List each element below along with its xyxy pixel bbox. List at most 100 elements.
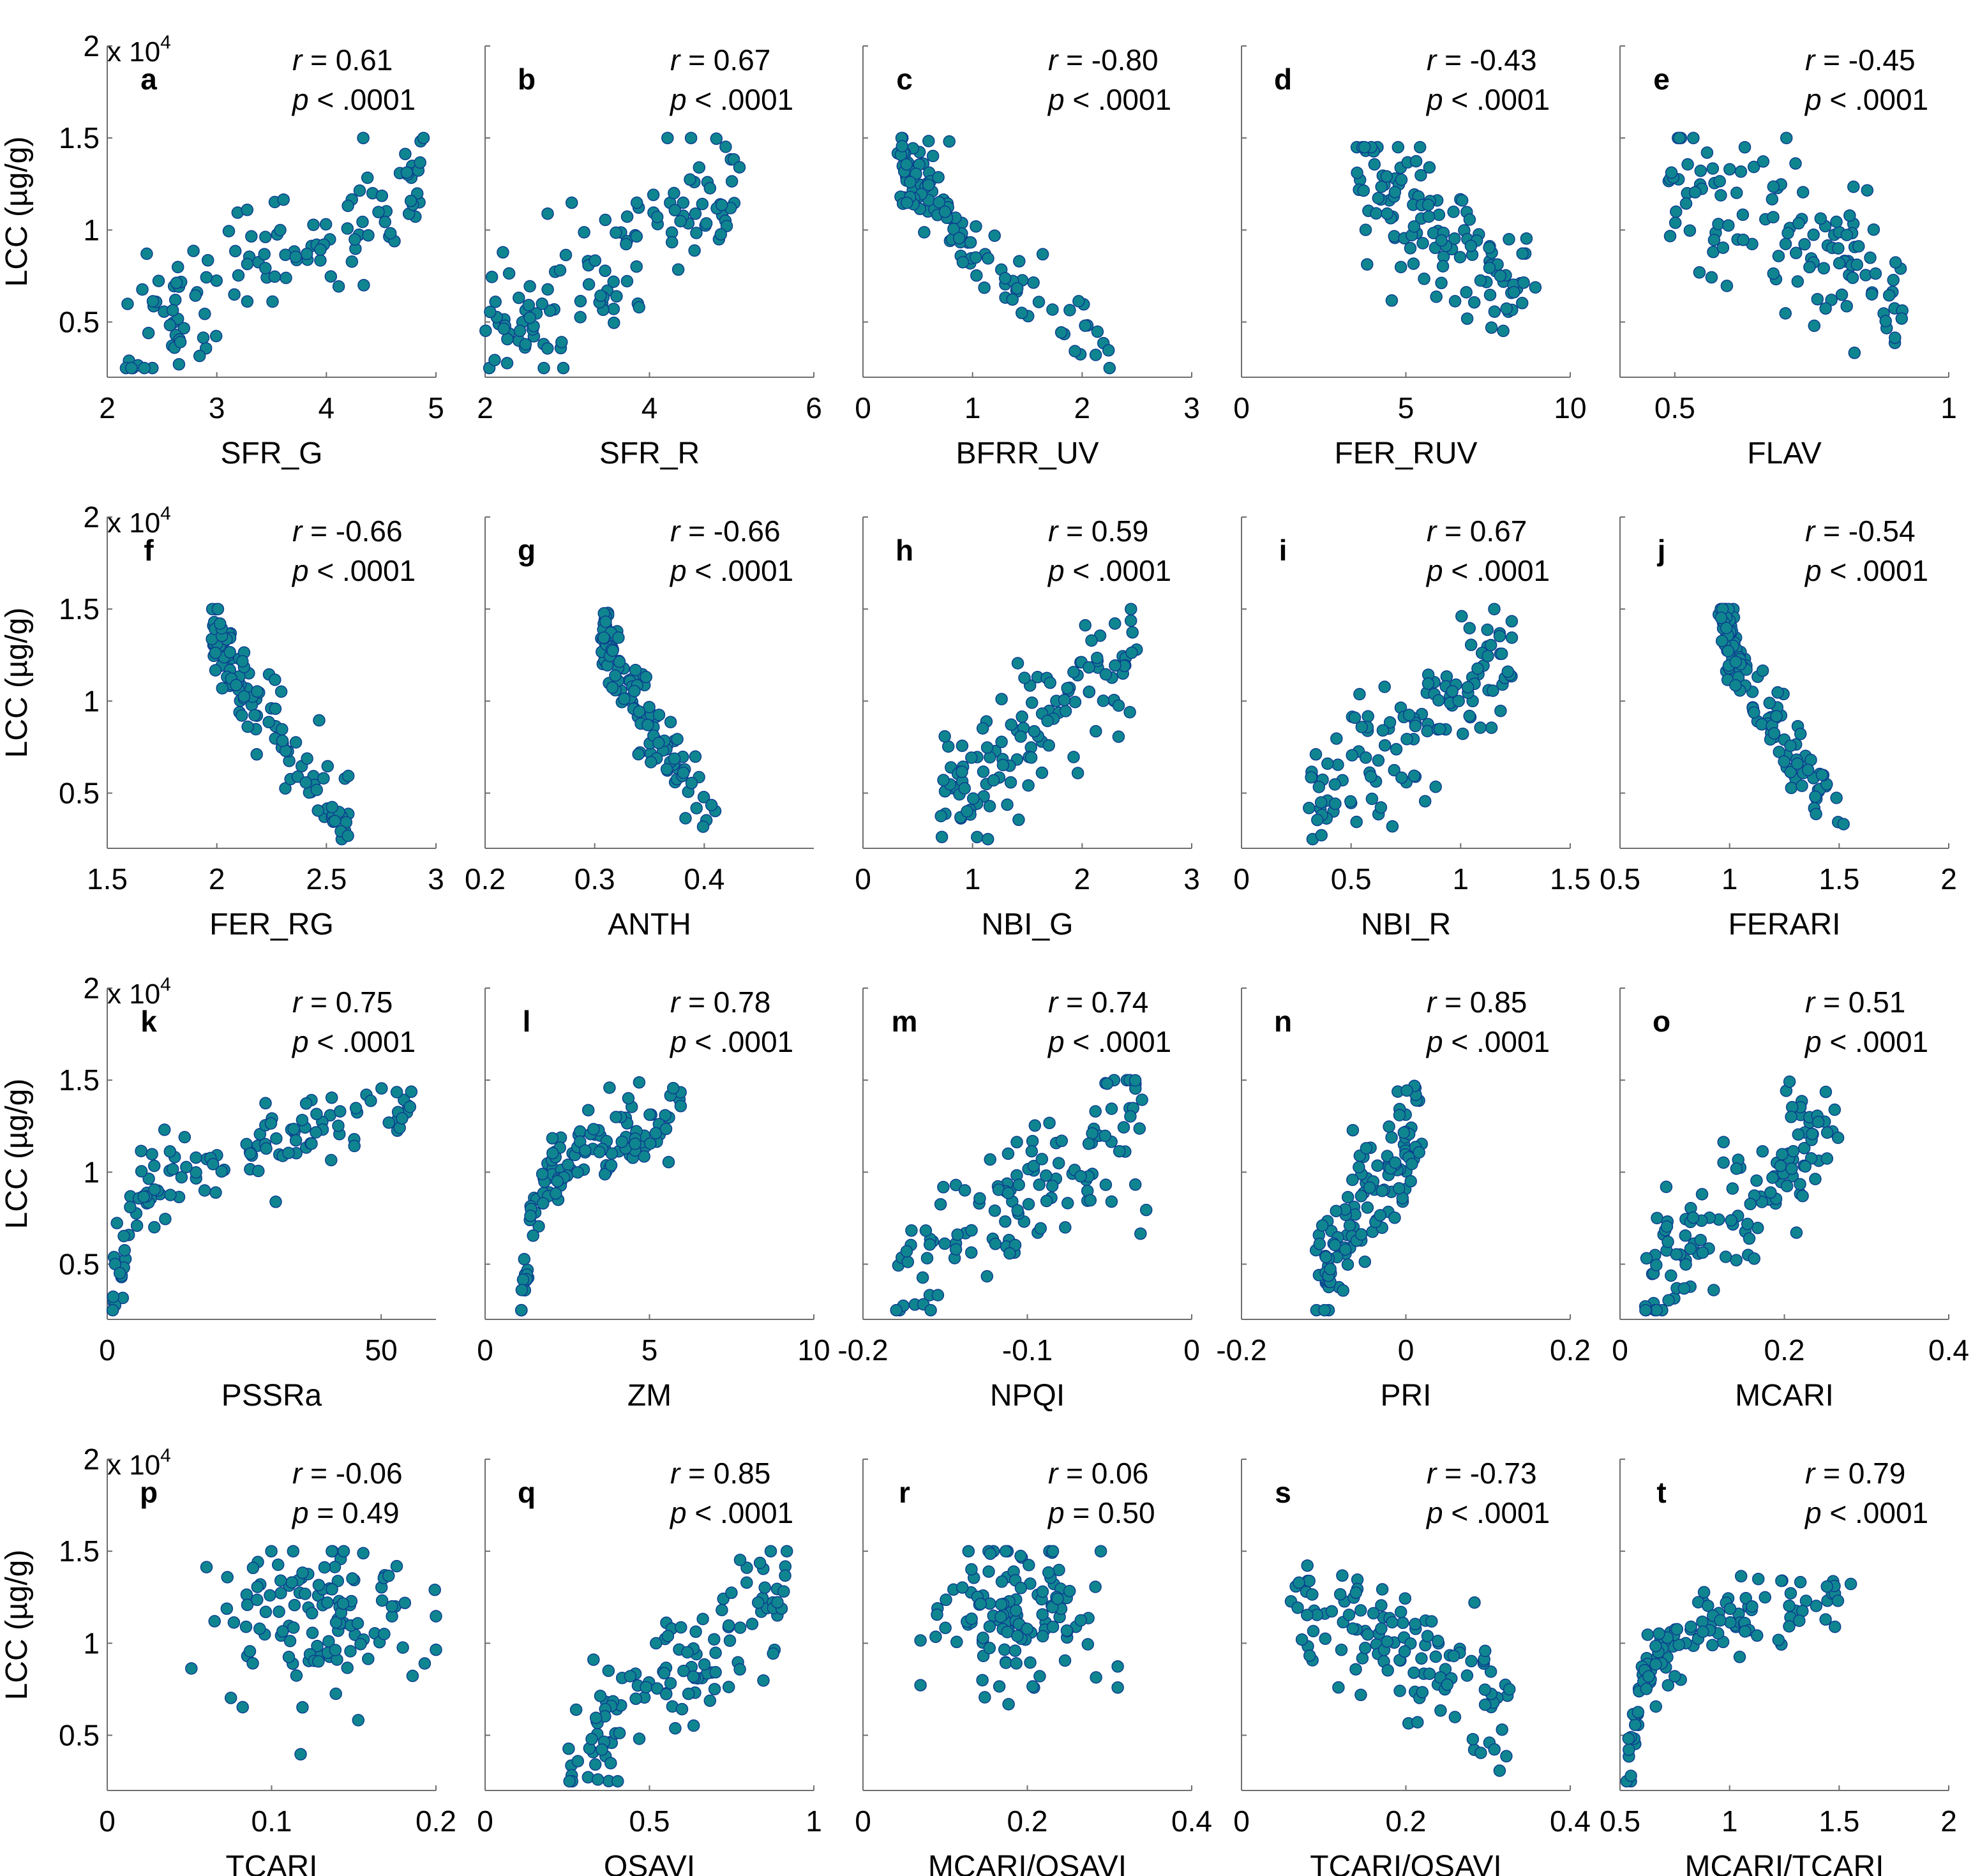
scatter-point xyxy=(1483,261,1496,274)
scatter-point xyxy=(934,1197,947,1211)
scatter-point xyxy=(1783,1599,1796,1612)
scatter-point xyxy=(209,664,222,677)
scatter-point xyxy=(341,222,354,235)
scatter-point xyxy=(1097,694,1110,707)
scatter-point xyxy=(1663,230,1677,243)
scatter-point xyxy=(241,257,254,271)
scatter-point xyxy=(594,289,607,303)
y-axis-label: LCC (µg/g) xyxy=(0,608,34,758)
scatter-point xyxy=(1357,184,1370,197)
scatter-point xyxy=(324,270,338,283)
scatter-point xyxy=(1011,1630,1024,1642)
scatter-point xyxy=(1776,1148,1789,1160)
scatter-point xyxy=(276,1625,289,1638)
scatter-point xyxy=(589,1711,603,1724)
scatter-point xyxy=(710,132,723,146)
scatter-point xyxy=(1010,1136,1023,1149)
scatter-point xyxy=(1303,802,1316,814)
scatter-point xyxy=(1794,728,1807,740)
scatter-point xyxy=(610,1111,622,1123)
r-value: = 0.85 xyxy=(680,1457,770,1490)
scatter-points xyxy=(1309,1079,1429,1317)
scatter-point xyxy=(1355,721,1369,733)
scatter-point xyxy=(259,1605,273,1619)
scatter-point xyxy=(382,1569,395,1582)
scatter-point xyxy=(1670,1248,1683,1261)
scatter-point xyxy=(207,1157,220,1171)
scatter-point xyxy=(1000,1656,1012,1669)
y-axis-label: LCC (µg/g) xyxy=(0,1079,34,1229)
panel-letter: h xyxy=(896,534,913,567)
r-statistic: r = 0.74 xyxy=(1048,986,1148,1019)
scatter-point xyxy=(1455,194,1469,207)
scatter-points xyxy=(1712,603,1850,830)
scatter-point xyxy=(1042,1566,1055,1579)
scatter-point xyxy=(1722,219,1735,232)
scatter-point xyxy=(1455,610,1468,623)
scatter-point xyxy=(1005,718,1017,732)
x-axis-label: NBI_G xyxy=(981,908,1073,942)
scatter-point xyxy=(1103,361,1116,375)
scatter-point xyxy=(270,1132,283,1145)
scatter-point xyxy=(940,1593,952,1607)
scatter-point xyxy=(1720,622,1733,634)
scatter-point xyxy=(1435,234,1448,247)
scatter-point xyxy=(200,271,213,284)
scatter-point xyxy=(1010,1657,1023,1670)
scatter-point xyxy=(1089,1580,1102,1593)
scatter-point xyxy=(142,326,155,340)
scatter-point xyxy=(976,1674,989,1686)
p-symbol: p xyxy=(1804,1496,1822,1529)
scatter-point xyxy=(937,1181,950,1194)
scatter-point xyxy=(1723,1602,1737,1616)
scatter-point xyxy=(279,248,292,261)
scatter-point xyxy=(1028,725,1041,738)
scatter-point xyxy=(193,349,206,363)
x-tick-label: 2 xyxy=(209,862,225,896)
scatter-point xyxy=(994,1598,1008,1611)
scatter-point xyxy=(1418,273,1430,285)
scatter-point xyxy=(518,1252,531,1266)
scatter-point xyxy=(916,1271,929,1284)
scatter-point xyxy=(1023,1559,1035,1572)
scatter-point xyxy=(264,1589,276,1602)
scatter-point xyxy=(611,1775,624,1788)
scatter-point xyxy=(1830,792,1843,804)
scatter-point xyxy=(269,673,281,686)
scatter-point xyxy=(159,1212,172,1226)
p-value: < .0001 xyxy=(309,1025,416,1058)
scatter-point xyxy=(1665,1269,1677,1282)
scatter-point xyxy=(629,663,642,677)
scatter-point xyxy=(1362,710,1374,723)
scatter-point xyxy=(190,1166,202,1179)
scatter-point xyxy=(418,1657,431,1670)
r-symbol: r xyxy=(1427,1457,1437,1490)
r-symbol: r xyxy=(1805,986,1816,1019)
scatter-point xyxy=(310,1107,323,1120)
scatter-point xyxy=(1423,161,1436,174)
scatter-point xyxy=(1040,1194,1053,1208)
scatter-point xyxy=(965,1224,978,1237)
scatter-point xyxy=(318,1561,331,1574)
scatter-point xyxy=(307,218,320,231)
scatter-point xyxy=(725,1586,738,1600)
scatter-point xyxy=(209,646,222,659)
scatter-point xyxy=(378,1628,391,1640)
scatter-point xyxy=(321,1596,334,1609)
panel-letter: c xyxy=(896,63,913,96)
scatter-point xyxy=(299,776,312,789)
scatter-point xyxy=(1493,629,1506,643)
panel-letter: b xyxy=(518,63,536,96)
scatter-point xyxy=(604,1159,618,1172)
scatter-points xyxy=(106,1082,418,1317)
scatter-point xyxy=(999,1545,1012,1557)
scatter-point xyxy=(970,220,982,233)
scatter-point xyxy=(1688,186,1702,199)
scatter-points xyxy=(562,1545,793,1788)
scatter-point xyxy=(662,1155,675,1169)
scatter-point xyxy=(1719,1250,1732,1263)
scatter-point xyxy=(1463,213,1476,226)
r-symbol: r xyxy=(1048,1457,1059,1490)
scatter-point xyxy=(594,1690,607,1702)
r-symbol: r xyxy=(1805,43,1816,77)
